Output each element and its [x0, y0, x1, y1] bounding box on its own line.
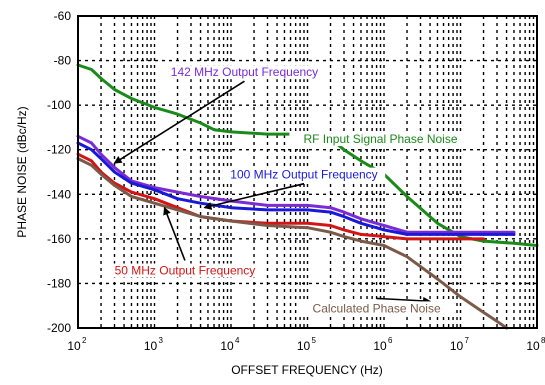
- series-line-rf-input-signal-phase-noise: [76, 63, 539, 247]
- x-tick-base: 10: [373, 339, 387, 353]
- x-tick-exponent: 5: [312, 336, 317, 345]
- x-tick-base: 10: [450, 339, 464, 353]
- x-tick-label: 10 8: [526, 336, 545, 353]
- x-tick-exponent: 7: [465, 336, 470, 345]
- x-tick-label: 10 2: [67, 336, 87, 353]
- x-tick-label: 10 6: [373, 336, 393, 353]
- annotation-label: RF Input Signal Phase Noise: [303, 132, 457, 146]
- annotation-label: 100 MHz Output Frequency: [230, 168, 377, 182]
- x-tick-label: 10 5: [297, 336, 317, 353]
- x-tick-exponent: 4: [235, 336, 240, 345]
- y-tick-label: -80: [54, 54, 72, 68]
- x-tick-base: 10: [144, 339, 158, 353]
- x-tick-labels: 10 2 10 3 10 4 10 5 10 6 10 7 10 8: [67, 336, 545, 353]
- annotation-label-background: [298, 301, 455, 316]
- y-axis-label: PHASE NOISE (dBc/Hz): [15, 106, 29, 237]
- annotation-layer: 142 MHz Output Frequency RF Input Signal …: [107, 65, 472, 316]
- series-line-calculated-phase-noise: [76, 157, 509, 330]
- series-layer: [76, 63, 539, 330]
- x-tick-exponent: 2: [82, 336, 87, 345]
- annotation-label: 50 MHz Output Frequency: [115, 264, 256, 278]
- x-tick-label: 10 3: [144, 336, 164, 353]
- x-tick-base: 10: [297, 339, 311, 353]
- y-tick-labels: -60 -80 -100 -120 -140 -160 -180 -200: [47, 9, 71, 335]
- annotation-arrow: [376, 296, 432, 305]
- annotation-label: Calculated Phase Noise: [313, 301, 441, 315]
- annotation-label-background: [163, 65, 326, 80]
- series-line-50-mhz-output-frequency: [76, 152, 485, 241]
- annotation-arrow: [163, 206, 186, 261]
- x-axis-label: OFFSET FREQUENCY (Hz): [231, 363, 383, 377]
- y-tick-label: -60: [54, 9, 72, 23]
- y-tick-label: -200: [47, 321, 71, 335]
- y-tick-label: -100: [47, 98, 71, 112]
- x-tick-exponent: 8: [541, 336, 545, 345]
- y-tick-label: -160: [47, 232, 71, 246]
- y-tick-label: -140: [47, 187, 71, 201]
- annotation-arrow: [203, 182, 305, 210]
- annotation-label-background: [289, 132, 472, 147]
- y-tick-label: -120: [47, 143, 71, 157]
- annotation-label-background: [222, 167, 386, 182]
- x-tick-base: 10: [526, 339, 540, 353]
- y-tick-label: -180: [47, 276, 71, 290]
- x-tick-label: 10 7: [450, 336, 470, 353]
- x-tick-exponent: 6: [388, 336, 393, 345]
- annotation-label: 142 MHz Output Frequency: [171, 65, 318, 79]
- annotation-label-background: [107, 263, 263, 278]
- series-line-142-mhz-output-frequency: [76, 134, 516, 234]
- plot-frame: [77, 15, 538, 329]
- x-tick-label: 10 4: [220, 336, 240, 353]
- x-tick-exponent: 3: [159, 336, 164, 345]
- series-line-100-mhz-output-frequency: [76, 141, 516, 236]
- x-tick-base: 10: [220, 339, 234, 353]
- annotation-arrow: [113, 80, 245, 164]
- x-tick-base: 10: [67, 339, 81, 353]
